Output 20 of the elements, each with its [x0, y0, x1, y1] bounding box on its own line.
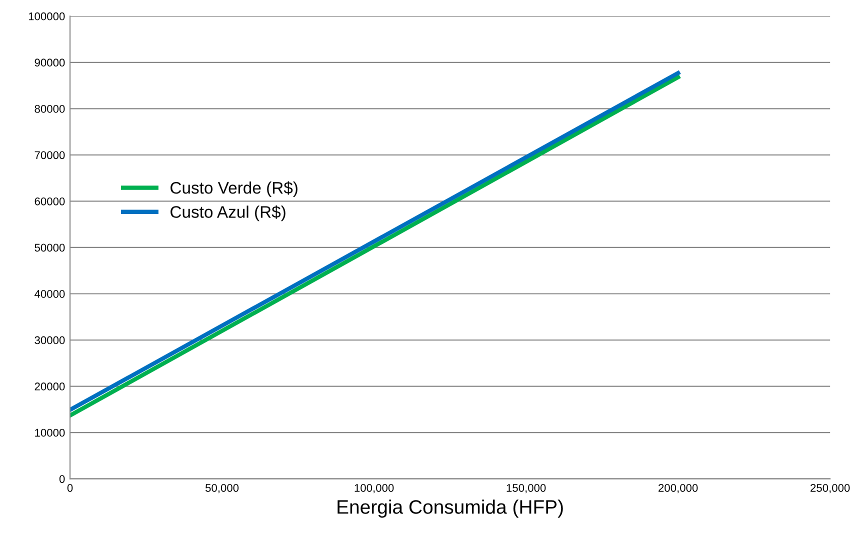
x-tick-label: 0	[67, 484, 73, 492]
y-tick-label: 40000	[34, 290, 65, 298]
y-tick-label: 0	[59, 475, 65, 483]
y-tick-label: 70000	[34, 151, 65, 160]
y-tick-label: 80000	[34, 104, 65, 113]
y-tick-label: 100000	[28, 12, 65, 20]
x-tick-label: 200,000	[658, 484, 698, 494]
x-tick-label: 100,000	[354, 484, 394, 494]
x-axis-title: Energia Consumida (HFP)	[338, 500, 563, 518]
y-tick-label: 50000	[34, 244, 65, 252]
x-tick-label: 250,000	[810, 484, 850, 494]
x-tick-label: 150,000	[506, 484, 546, 494]
legend-label: Custo Verde (R$)	[170, 181, 298, 198]
x-tick-label: 50,000	[205, 484, 239, 494]
y-tick-label: 30000	[34, 336, 65, 344]
y-tick-label: 20000	[34, 382, 65, 390]
legend-label: Custo Azul (R$)	[170, 205, 286, 222]
y-tick-label: 10000	[35, 428, 65, 437]
y-tick-label: 90000	[34, 58, 65, 67]
y-tick-label: 60000	[34, 197, 65, 206]
